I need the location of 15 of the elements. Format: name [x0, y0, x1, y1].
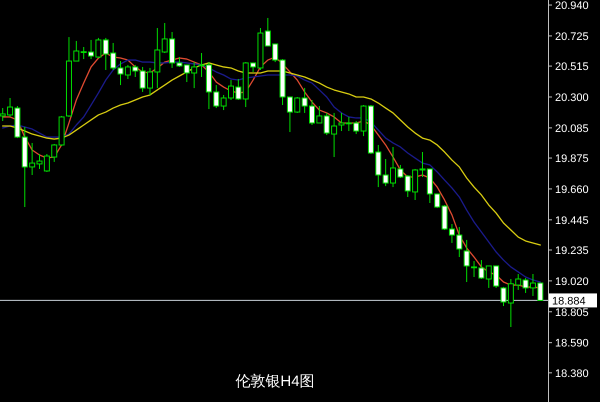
ytick-label: 18.590: [555, 338, 589, 350]
ytick-label: 20.300: [555, 92, 589, 104]
ytick-label: 19.445: [555, 214, 589, 227]
ytick-label: 19.020: [555, 276, 589, 288]
ytick-label: 20.940: [555, 0, 589, 12]
ytick-label: 19.235: [555, 245, 589, 257]
ytick-label: 20.725: [555, 30, 589, 43]
ytick-label: 20.515: [555, 61, 589, 74]
ytick-label: 19.875: [555, 153, 589, 166]
ytick-label: 20.085: [555, 122, 589, 135]
ytick-label: 19.660: [555, 184, 589, 196]
ytick-label: 18.380: [555, 368, 589, 380]
ref-label: 18.884: [552, 295, 586, 308]
ytick-label: 18.805: [555, 306, 589, 319]
title: 伦敦银H4图: [235, 373, 315, 390]
